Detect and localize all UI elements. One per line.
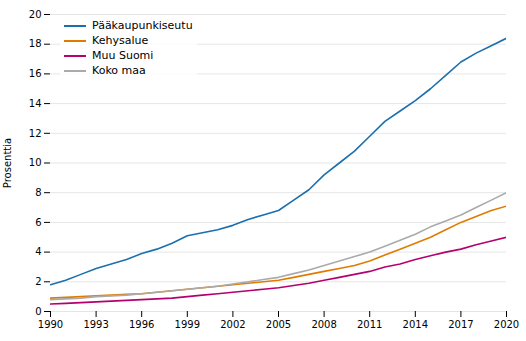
svg-text:18: 18 bbox=[29, 38, 42, 49]
svg-text:2017: 2017 bbox=[448, 319, 473, 330]
svg-text:1999: 1999 bbox=[175, 319, 200, 330]
svg-text:12: 12 bbox=[29, 128, 42, 139]
html-text:Koko maa: Koko maa bbox=[92, 64, 146, 77]
svg-text:2008: 2008 bbox=[311, 319, 336, 330]
svg-text:0: 0 bbox=[35, 306, 41, 317]
svg-text:Prosenttia: Prosenttia bbox=[2, 138, 13, 188]
svg-text:2002: 2002 bbox=[220, 319, 245, 330]
html-text:Kehysalue: Kehysalue bbox=[92, 34, 149, 47]
svg-text:20: 20 bbox=[29, 9, 42, 20]
svg-text:6: 6 bbox=[35, 217, 41, 228]
svg-text:14: 14 bbox=[29, 98, 42, 109]
svg-text:2005: 2005 bbox=[266, 319, 291, 330]
svg-text:2011: 2011 bbox=[357, 319, 382, 330]
svg-text:1996: 1996 bbox=[129, 319, 154, 330]
svg-text:4: 4 bbox=[35, 246, 41, 257]
svg-text:1993: 1993 bbox=[83, 319, 108, 330]
svg-text:10: 10 bbox=[29, 157, 42, 168]
svg-text:2: 2 bbox=[35, 276, 41, 287]
svg-text:1990: 1990 bbox=[38, 319, 63, 330]
svg-text:2014: 2014 bbox=[403, 319, 428, 330]
html-text:Pääkaupunkiseutu: Pääkaupunkiseutu bbox=[92, 19, 193, 32]
svg-text:8: 8 bbox=[35, 187, 41, 198]
svg-text:16: 16 bbox=[29, 68, 42, 79]
html-text:Muu Suomi: Muu Suomi bbox=[92, 49, 154, 62]
svg-text:2020: 2020 bbox=[494, 319, 519, 330]
